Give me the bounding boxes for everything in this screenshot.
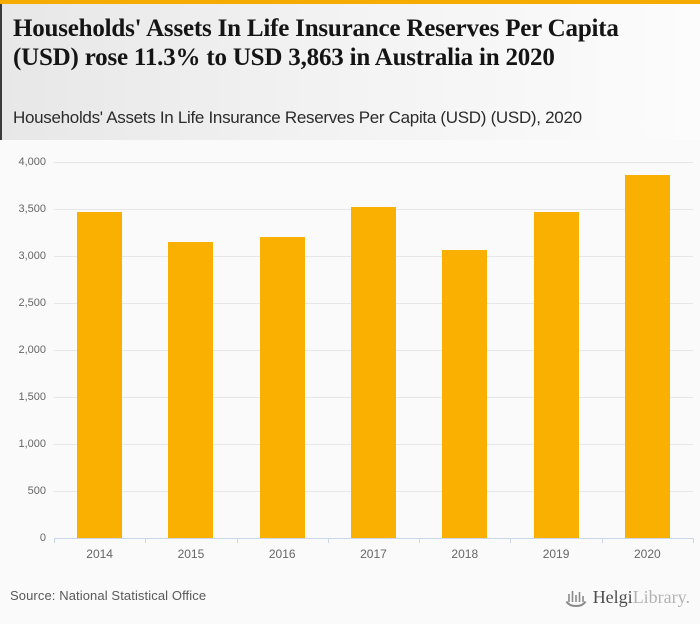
bar-2020[interactable] (624, 174, 670, 538)
header: Households' Assets In Life Insurance Res… (0, 4, 700, 140)
y-gridline (54, 162, 693, 163)
x-axis-tick (327, 538, 329, 543)
bar-2014[interactable] (77, 212, 123, 538)
x-axis-category-label: 2018 (451, 547, 479, 561)
bar-2018[interactable] (442, 249, 488, 538)
x-axis-category-label: 2015 (177, 547, 205, 561)
footer: Source: National Statistical Office Helg… (0, 570, 700, 624)
bar-2016[interactable] (259, 237, 305, 538)
header-left-edge (0, 4, 2, 140)
x-axis-tick (236, 538, 238, 543)
chart-subtitle: Households' Assets In Life Insurance Res… (13, 108, 582, 127)
y-axis-tick-label: 2,500 (18, 296, 46, 309)
x-axis-tick (54, 538, 55, 543)
page-title: Households' Assets In Life Insurance Res… (13, 15, 619, 71)
x-axis-category-label: 2020 (633, 547, 661, 561)
y-axis-tick-label: 4,000 (18, 155, 46, 168)
y-axis-tick-label: 2,000 (18, 343, 46, 356)
y-axis-tick-label: 3,500 (18, 202, 46, 215)
bar-2017[interactable] (351, 206, 396, 538)
x-axis-category-label: 2017 (360, 547, 387, 561)
helgi-logo[interactable]: Helgi Library. (564, 582, 690, 612)
y-axis-tick-label: 1,000 (18, 437, 46, 450)
x-axis-tick (419, 538, 421, 543)
logo-text-secondary: Library. (632, 586, 690, 607)
x-axis-tick (145, 538, 147, 543)
x-axis-tick (601, 538, 603, 543)
bar-2015[interactable] (168, 241, 214, 538)
bar-2019[interactable] (533, 211, 579, 538)
y-axis-tick-label: 500 (27, 484, 46, 497)
logo-text-primary: Helgi (592, 586, 633, 607)
x-axis-category-label: 2014 (86, 547, 113, 561)
source-note: Source: National Statistical Office (10, 588, 207, 603)
helgi-logo-icon (565, 591, 587, 608)
bar-chart: 0 500 1,000 1,500 2,000 2,500 3,000 3,500 4,000 2… (0, 140, 700, 570)
top-accent-bar (0, 0, 700, 4)
y-axis-tick-label: 3,000 (18, 249, 46, 262)
y-axis-tick-label: 1,500 (18, 390, 46, 403)
y-axis-tick-label: 0 (39, 531, 46, 544)
x-axis-line (54, 538, 694, 539)
x-axis-tick (510, 538, 512, 543)
x-axis-category-label: 2019 (542, 547, 570, 561)
x-axis-tick (693, 538, 694, 543)
x-axis-category-label: 2016 (268, 547, 296, 561)
